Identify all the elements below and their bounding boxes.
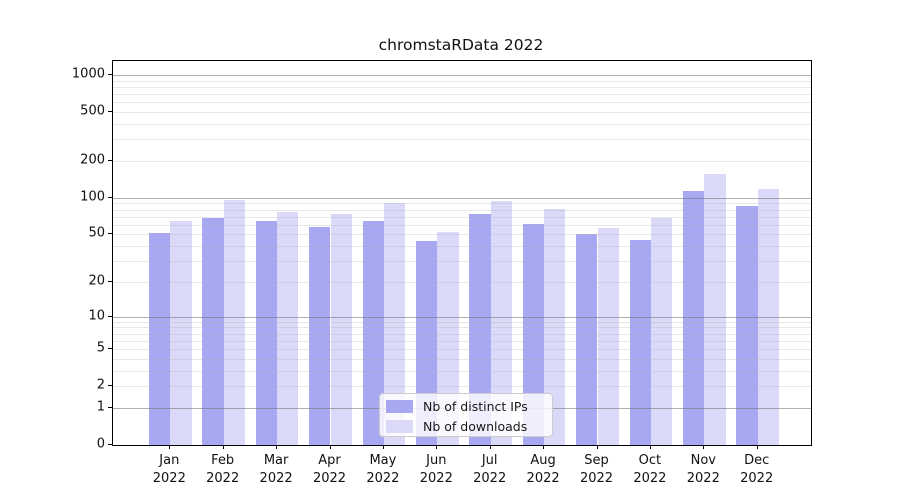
bar-ips-mar xyxy=(255,220,278,445)
x-tick-mark xyxy=(596,445,598,449)
y-tick-mark xyxy=(108,73,112,75)
x-tick-mark xyxy=(543,445,545,449)
x-tick-label-sep: Sep 2022 xyxy=(579,453,614,486)
y-tick-mark xyxy=(108,315,112,317)
y-tick-mark xyxy=(108,444,112,445)
x-tick-label-mar: Mar 2022 xyxy=(259,453,293,486)
x-tick-label-may: May 2022 xyxy=(366,453,400,486)
y-tick-label: 10 xyxy=(88,308,105,324)
bar-ips-dec xyxy=(736,205,758,445)
bar-downloads-oct xyxy=(650,218,673,445)
bar-downloads-aug xyxy=(544,208,566,445)
legend-swatch-downloads xyxy=(386,419,413,433)
x-tick-mark xyxy=(489,445,491,449)
x-tick-mark xyxy=(329,445,331,449)
x-tick-mark xyxy=(382,445,384,449)
legend-label: Nb of distinct IPs xyxy=(423,398,528,414)
y-tick-mark xyxy=(108,348,112,350)
bar-ips-apr xyxy=(309,226,331,445)
bar-downloads-nov xyxy=(704,173,726,445)
plot-area xyxy=(112,60,812,446)
x-tick-mark xyxy=(169,445,171,449)
bar-ips-feb xyxy=(202,218,224,445)
y-tick-mark xyxy=(108,159,112,161)
x-tick-mark xyxy=(276,445,278,449)
chart-title: chromstaRData 2022 xyxy=(378,36,544,54)
bar-ips-nov xyxy=(683,190,705,445)
y-tick-label: 50 xyxy=(88,225,105,241)
y-tick-label: 100 xyxy=(80,189,105,205)
x-tick-label-oct: Oct 2022 xyxy=(633,453,667,486)
y-tick-label: 200 xyxy=(80,152,105,168)
bar-ips-aug xyxy=(522,223,545,445)
bar-downloads-jan xyxy=(170,220,192,445)
bar-ips-jan xyxy=(149,233,171,445)
bar-downloads-may xyxy=(383,202,406,445)
bar-ips-jul xyxy=(469,214,491,445)
x-tick-mark xyxy=(222,445,224,449)
bar-ips-sep xyxy=(576,234,598,445)
y-tick-mark xyxy=(108,111,112,113)
bar-ips-oct xyxy=(629,239,651,445)
y-tick-mark xyxy=(108,406,112,408)
legend-item-downloads: Nb of downloads xyxy=(386,416,527,436)
y-tick-label: 1 xyxy=(96,399,105,415)
bar-downloads-apr xyxy=(330,213,352,445)
x-tick-label-feb: Feb 2022 xyxy=(206,453,240,486)
bar-downloads-jun xyxy=(437,232,459,445)
y-tick-label: 5 xyxy=(96,340,105,356)
x-tick-label-jun: Jun 2022 xyxy=(419,453,453,486)
x-tick-mark xyxy=(756,445,758,449)
legend-item-distinct-ips: Nb of distinct IPs xyxy=(386,396,528,416)
bar-downloads-sep xyxy=(597,227,619,445)
x-tick-label-jan: Jan 2022 xyxy=(152,453,186,486)
x-tick-mark xyxy=(703,445,705,449)
bar-downloads-dec xyxy=(757,188,779,445)
x-tick-label-apr: Apr 2022 xyxy=(312,453,347,486)
bar-ips-may xyxy=(362,220,384,445)
y-tick-label: 2 xyxy=(96,377,105,393)
y-tick-label: 20 xyxy=(88,273,105,289)
y-tick-label: 500 xyxy=(80,103,105,119)
y-tick-mark xyxy=(108,280,112,282)
x-tick-label-dec: Dec 2022 xyxy=(740,453,774,486)
legend-swatch-distinct-ips xyxy=(386,399,413,413)
x-tick-label-jul: Jul 2022 xyxy=(473,453,507,486)
bar-downloads-jul xyxy=(490,201,512,445)
y-tick-label: 1000 xyxy=(71,66,105,82)
x-tick-mark xyxy=(649,445,651,449)
y-tick-mark xyxy=(108,233,112,235)
legend-label: Nb of downloads xyxy=(423,418,528,434)
x-tick-label-aug: Aug 2022 xyxy=(526,453,560,486)
y-tick-mark xyxy=(108,196,112,198)
legend: Nb of distinct IPs Nb of downloads xyxy=(379,393,553,437)
bar-downloads-mar xyxy=(277,211,299,445)
x-tick-label-nov: Nov 2022 xyxy=(686,453,720,486)
bar-downloads-feb xyxy=(223,199,245,445)
y-tick-mark xyxy=(108,385,112,387)
y-tick-label: 0 xyxy=(96,436,105,452)
bars-layer xyxy=(113,61,811,445)
x-tick-mark xyxy=(436,445,438,449)
